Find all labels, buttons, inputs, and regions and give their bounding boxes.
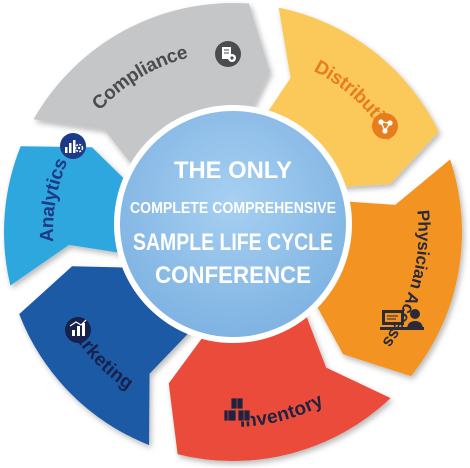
segment-compliance — [33, 3, 271, 183]
center-title-line4: CONFERENCE — [155, 262, 311, 289]
marketing-chart-icon — [65, 317, 91, 343]
segment-inventory — [168, 304, 391, 461]
document-gear-icon — [215, 41, 241, 67]
physician-desk-icon — [380, 309, 424, 330]
hub-circle — [120, 111, 346, 337]
cycle-icons — [60, 41, 424, 422]
analytics-gears-icon — [60, 133, 86, 159]
network-share-icon — [372, 113, 398, 139]
center-hub: THE ONLY COMPLETE COMPREHENSIVE SAMPLE L… — [114, 105, 352, 343]
center-title-line3: SAMPLE LIFE CYCLE — [133, 229, 333, 256]
center-title-line1: THE ONLY — [174, 157, 292, 184]
boxes-icon — [223, 397, 251, 422]
center-title-line2: COMPLETE COMPREHENSIVE — [130, 200, 336, 217]
segment-analytics — [3, 146, 141, 286]
